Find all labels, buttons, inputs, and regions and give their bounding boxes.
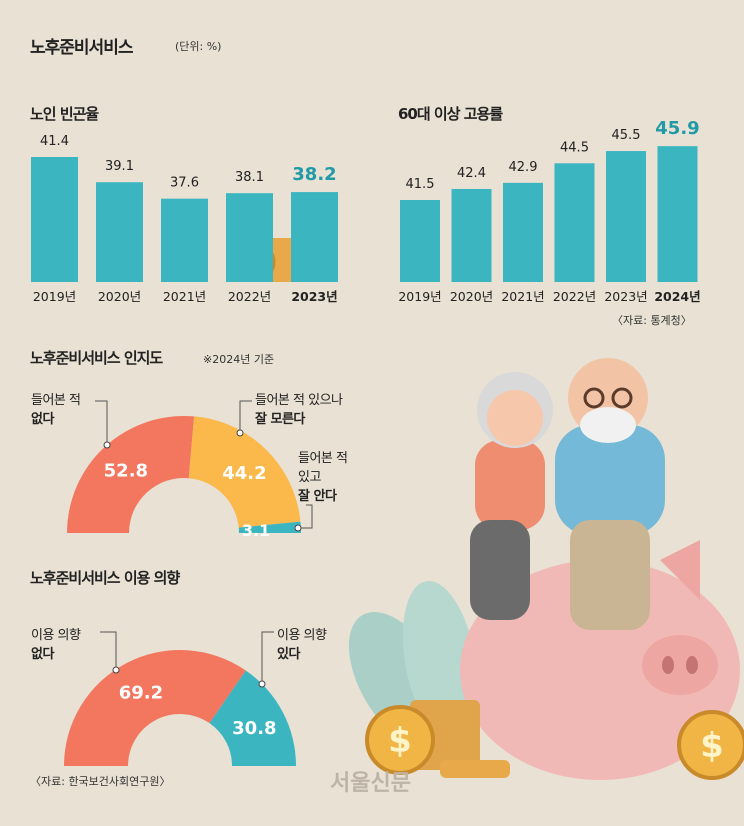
x-tick-label: 2023년 [291,289,337,304]
x-tick-label: 2024년 [654,289,700,304]
coin-icon [365,705,435,775]
awareness-note: ※2024년 기준 [203,353,275,366]
bar-value-label: 41.4 [40,134,69,149]
slice-value-label: 30.8 [232,718,276,739]
bar [226,193,273,282]
leader-line [95,400,108,445]
bar [31,157,78,282]
illustration: $ $ 서울신문 [236,238,744,796]
intent-chart-title: 노후준비서비스 이용 의향 [30,569,180,587]
x-tick-label: 2019년 [33,289,76,304]
bar-value-label: 42.9 [509,160,538,175]
leader-dot [294,524,302,532]
bar-value-label: 42.4 [457,166,486,181]
x-tick-label: 2019년 [398,289,441,304]
bar [291,192,338,282]
intent-label-0: 이용 의향 없다 [31,628,81,662]
leader-dot [236,429,244,437]
bar-value-label: 41.5 [406,177,435,192]
coin-icon [677,710,744,780]
x-tick-label: 2022년 [228,289,271,304]
awareness-label-0: 들어본 적 없다 [31,393,81,427]
dollar-icon: $ [388,721,412,761]
leader-dot [258,680,266,688]
donut-slice [64,650,246,766]
bar [554,163,595,282]
leaf-icon [402,580,478,740]
donut-slice [209,670,296,766]
x-tick-label: 2020년 [450,289,493,304]
pig-snout-icon [642,635,718,695]
awareness-label-2: 들어본 적 있고 잘 안다 [298,451,348,504]
page-title: 노후준비서비스 [30,38,133,58]
intent-source: 〈자료: 한국보건사회연구원〉 [30,775,171,788]
grandma-body [475,440,545,530]
bar-value-label: 38.2 [292,164,336,185]
bar-value-label: 44.5 [560,140,589,155]
grandpa-body [555,425,665,535]
bar [606,151,646,282]
donut-slice [188,416,301,528]
bar-value-label: 45.5 [612,128,641,143]
x-tick-label: 2022년 [553,289,596,304]
leader-dot [112,666,120,674]
donut-slice [238,521,301,533]
awareness-chart-title: 노후준비서비스 인지도 [30,349,163,367]
awareness-label-1: 들어본 적 있으나 잘 모른다 [255,393,343,427]
bar [96,182,143,282]
piggy-bank-icon [460,560,740,780]
x-tick-label: 2021년 [501,289,544,304]
leader-dot [103,441,111,449]
pig-ear-icon [660,540,700,600]
leader-line [298,504,313,529]
bar-value-label: 39.1 [105,159,134,174]
employment-source: 〈자료: 통계청〉 [612,314,692,327]
donut-slice [67,416,195,533]
watermark-logo: 서울신문 [330,771,411,796]
unit-label: (단위: %) [175,40,222,53]
bar [161,198,208,282]
bar-value-label: 37.6 [170,176,199,191]
slice-value-label: 3.1 [242,521,270,540]
bar-value-label: 45.9 [655,118,699,139]
bar [400,200,440,282]
leader-line [239,400,252,433]
employment-chart-title: 60대 이상 고용률 [398,105,503,123]
bar [451,188,492,282]
bar [503,182,543,282]
slice-value-label: 44.2 [222,463,266,484]
slice-value-label: 52.8 [104,461,148,482]
slice-value-label: 69.2 [119,683,163,704]
bar-value-label: 38.1 [235,170,264,185]
dollar-icon: $ [700,726,724,766]
poverty-chart-title: 노인 빈곤율 [30,105,99,123]
leader-line [261,631,274,684]
intent-label-1: 이용 의향 있다 [277,628,327,662]
x-tick-label: 2020년 [98,289,141,304]
x-tick-label: 2021년 [163,289,206,304]
x-tick-label: 2023년 [604,289,647,304]
bar [657,146,698,282]
leader-line [100,631,117,670]
